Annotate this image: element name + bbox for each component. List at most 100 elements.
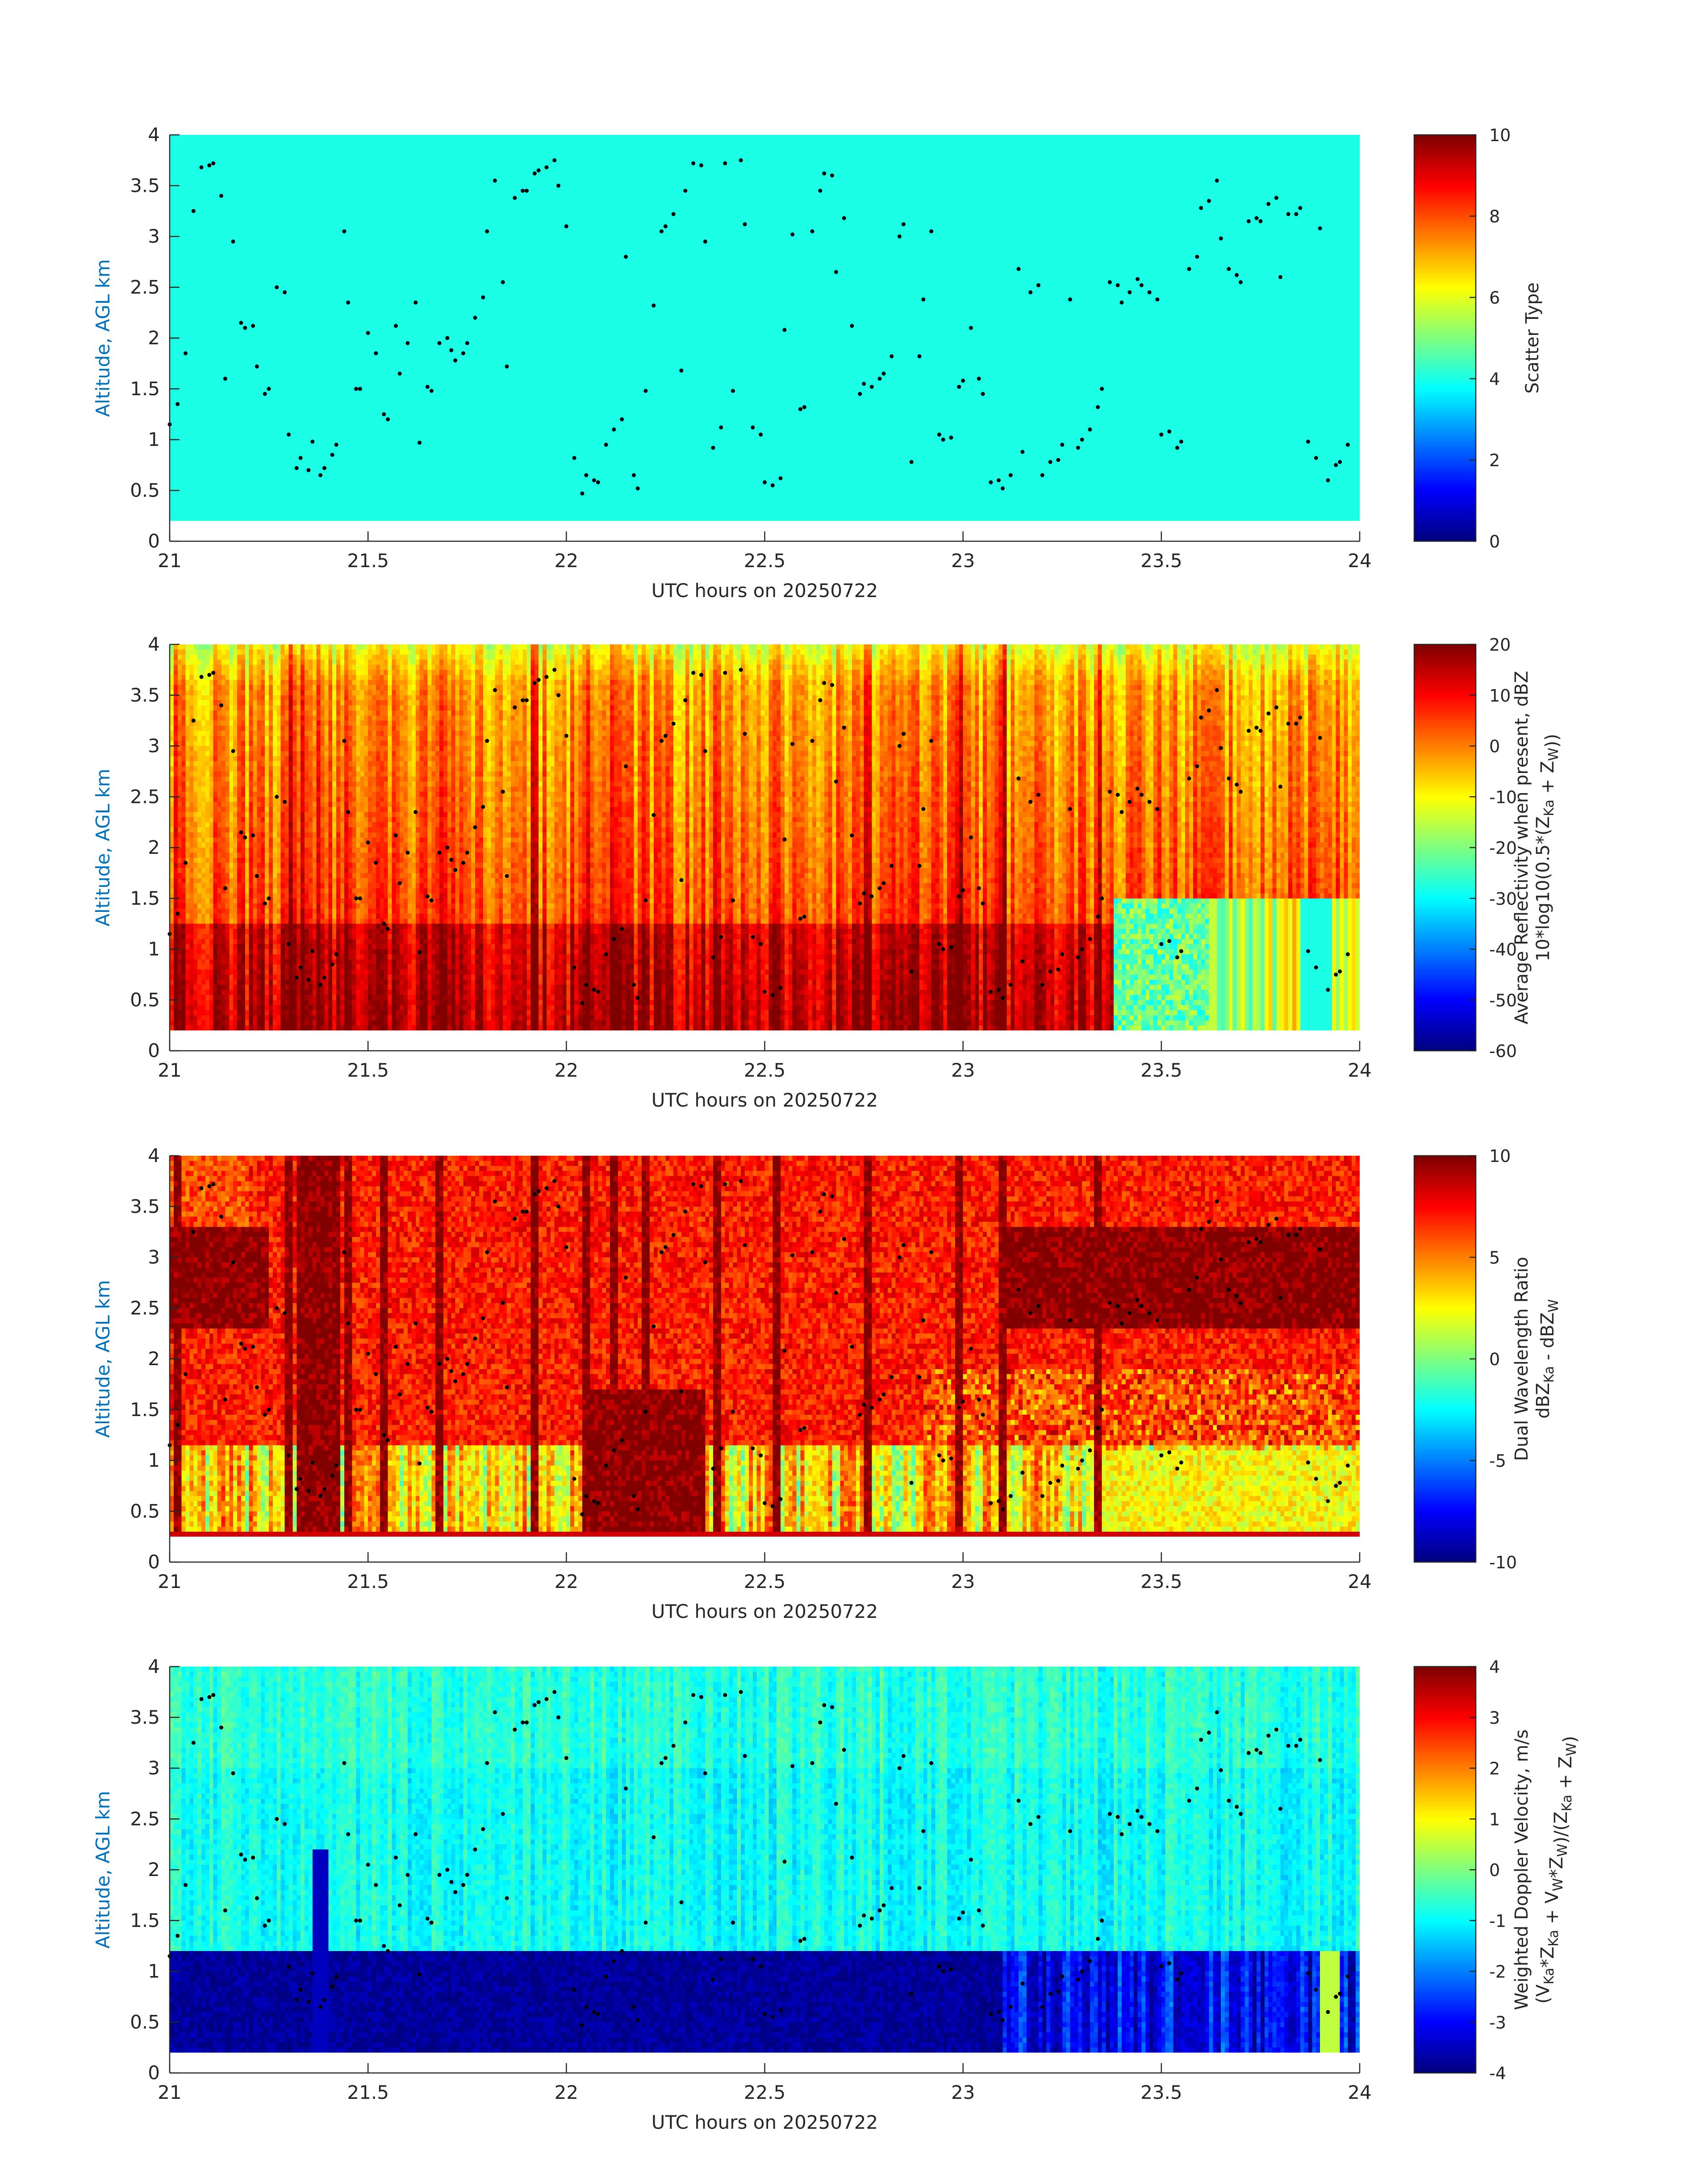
- colorbar-tick-label: -2: [1489, 1962, 1506, 1982]
- colorbar-tick-label: 10: [1489, 1146, 1511, 1166]
- x-tick-label: 21.5: [347, 1571, 389, 1592]
- overlay-point: [429, 389, 434, 393]
- overlay-point: [1088, 1448, 1092, 1453]
- overlay-point: [941, 1458, 945, 1462]
- overlay-point: [1001, 996, 1005, 1000]
- overlay-point: [175, 402, 180, 406]
- overlay-point: [418, 1461, 422, 1466]
- overlay-point: [739, 1690, 743, 1694]
- overlay-point: [207, 163, 212, 167]
- overlay-point: [1036, 1304, 1040, 1308]
- colorbar-gradient: [1414, 1667, 1476, 2073]
- colorbar-tick-label: -3: [1489, 2013, 1506, 2032]
- y-tick-label: 2.5: [130, 1297, 160, 1319]
- overlay-point: [1306, 439, 1310, 444]
- overlay-point: [544, 675, 549, 679]
- overlay-point: [850, 833, 854, 838]
- overlay-point: [592, 478, 596, 482]
- overlay-point: [1136, 1809, 1140, 1813]
- y-tick-label: 0.5: [130, 989, 160, 1011]
- overlay-point: [386, 1949, 390, 1953]
- overlay-point: [572, 1988, 576, 1992]
- x-axis-label: UTC hours on 20250722: [651, 1089, 878, 1111]
- overlay-point: [620, 417, 624, 422]
- y-tick-label: 1.5: [130, 887, 160, 909]
- overlay-point: [949, 945, 953, 949]
- overlay-point: [449, 857, 454, 862]
- overlay-point: [631, 2005, 636, 2009]
- overlay-point: [1235, 782, 1239, 787]
- overlay-point: [461, 1372, 465, 1376]
- overlay-point: [532, 681, 537, 685]
- colorbar-tick-label: -10: [1489, 1553, 1517, 1572]
- overlay-point: [1040, 1494, 1044, 1498]
- overlay-point: [1246, 728, 1251, 733]
- overlay-point: [1314, 1988, 1318, 1992]
- overlay-point: [521, 1209, 525, 1214]
- x-axis-label: UTC hours on 20250722: [651, 1600, 878, 1622]
- overlay-point: [342, 739, 347, 743]
- overlay-point: [1128, 290, 1132, 295]
- overlay-point: [778, 986, 783, 990]
- overlay-point: [631, 1494, 636, 1498]
- overlay-point: [596, 2012, 600, 2016]
- overlay-point: [1056, 1479, 1061, 1483]
- overlay-point: [929, 1250, 934, 1254]
- colorbar-label: (VKa*ZKa + VW*ZW)/(ZKa + ZW): [1533, 1736, 1580, 2004]
- overlay-point: [981, 1923, 985, 1928]
- overlay-point: [184, 351, 188, 355]
- overlay-point: [1107, 280, 1112, 284]
- overlay-point: [810, 1761, 814, 1765]
- colorbar-tick-label: -20: [1489, 838, 1517, 858]
- overlay-point: [413, 1321, 418, 1325]
- overlay-point: [1100, 387, 1104, 391]
- overlay-point: [961, 379, 965, 383]
- overlay-point: [1278, 275, 1282, 279]
- overlay-point: [711, 955, 715, 960]
- overlay-point: [1060, 1974, 1065, 1979]
- overlay-point: [374, 1883, 378, 1887]
- overlay-point: [386, 1438, 390, 1442]
- overlay-point: [1266, 202, 1271, 206]
- overlay-point: [798, 1428, 802, 1432]
- overlay-point: [1326, 1499, 1330, 1503]
- overlay-point: [1345, 1463, 1350, 1468]
- overlay-point: [997, 1499, 1001, 1503]
- overlay-point: [354, 387, 358, 391]
- overlay-point: [770, 2015, 775, 2019]
- y-tick-label: 0.5: [130, 1500, 160, 1522]
- overlay-point: [850, 1345, 854, 1349]
- overlay-point: [505, 364, 509, 369]
- overlay-point: [544, 1186, 549, 1191]
- overlay-point: [898, 234, 902, 238]
- y-tick-label: 2.5: [130, 1808, 160, 1830]
- overlay-point: [929, 1761, 934, 1765]
- overlay-point: [231, 239, 235, 244]
- overlay-point: [739, 1179, 743, 1183]
- overlay-point: [596, 480, 600, 485]
- y-tick-label: 3.5: [130, 1706, 160, 1728]
- overlay-point: [759, 1453, 763, 1458]
- overlay-point: [1048, 1481, 1052, 1485]
- overlay-point: [759, 942, 763, 946]
- overlay-point: [1008, 1494, 1013, 1498]
- colorbar-tick-label: 10: [1489, 686, 1511, 706]
- overlay-point: [243, 1857, 247, 1862]
- overlay-point: [1159, 1964, 1164, 1968]
- overlay-point: [175, 1423, 180, 1427]
- overlay-point: [1306, 1460, 1310, 1465]
- overlay-point: [429, 898, 434, 903]
- overlay-point: [580, 2023, 585, 2027]
- overlay-point: [1179, 1971, 1183, 1976]
- overlay-point: [1195, 255, 1199, 259]
- x-tick-label: 21.5: [347, 2081, 389, 2103]
- overlay-point: [1314, 456, 1318, 460]
- overlay-point: [842, 726, 846, 730]
- overlay-point: [929, 739, 934, 743]
- overlay-point: [552, 1690, 557, 1694]
- overlay-point: [1001, 2018, 1005, 2022]
- overlay-point: [770, 1504, 775, 1508]
- overlay-point: [283, 290, 287, 295]
- overlay-point: [660, 739, 664, 743]
- overlay-point: [1175, 446, 1179, 450]
